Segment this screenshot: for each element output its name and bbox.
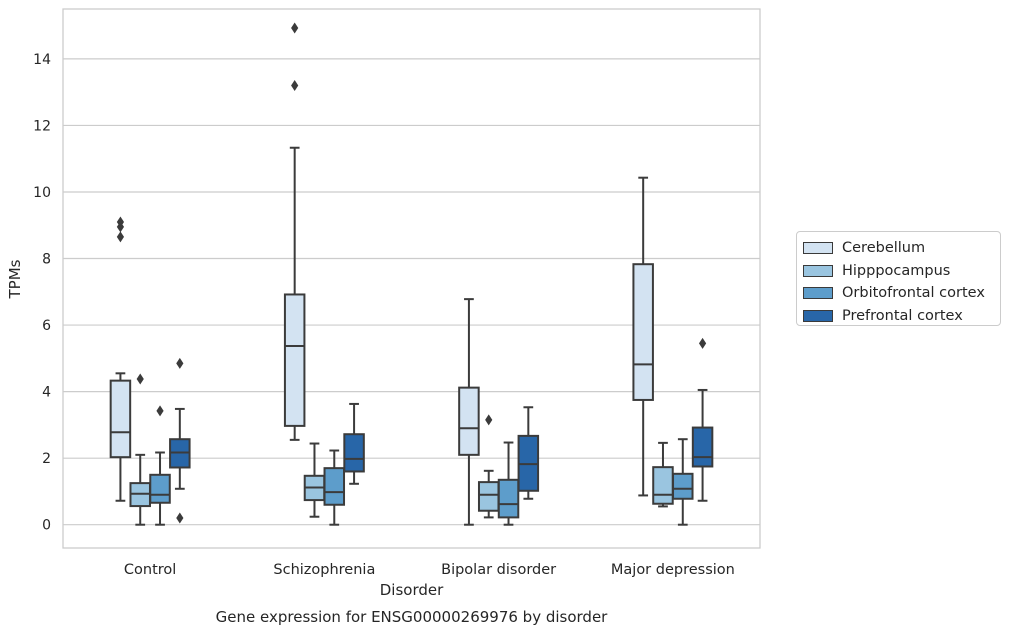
boxes — [109, 22, 714, 526]
box-0-2 — [458, 298, 480, 526]
outlier-point — [176, 512, 184, 524]
legend-swatch — [803, 287, 833, 300]
box-rect — [149, 473, 171, 504]
box-2-3 — [672, 438, 694, 526]
outlier-point — [136, 373, 144, 385]
box-3-0 — [169, 357, 191, 524]
y-axis-label: TPMs — [6, 259, 24, 299]
box-rect — [343, 433, 365, 473]
box-1-0 — [129, 373, 151, 526]
box-2-1 — [323, 449, 346, 526]
y-tick-label-0: 0 — [42, 518, 51, 534]
y-tick-label-5: 10 — [33, 185, 51, 201]
box-rect — [652, 466, 674, 505]
box-3-3 — [691, 337, 714, 502]
y-tick-label-7: 14 — [33, 52, 51, 68]
legend-label: Orbitofrontal cortex — [842, 285, 985, 302]
box-1-2 — [477, 414, 500, 519]
x-tick-label-2: Bipolar disorder — [441, 562, 556, 578]
box-0-0 — [109, 216, 132, 502]
outlier-point — [291, 80, 299, 92]
box-1-1 — [303, 442, 326, 518]
box-3-1 — [343, 402, 365, 485]
box-2-2 — [497, 441, 520, 526]
box-1-3 — [652, 441, 674, 508]
outlier-point — [116, 216, 125, 228]
box-rect — [323, 467, 346, 506]
y-tick-label-3: 6 — [42, 318, 51, 334]
box-0-1 — [283, 22, 306, 441]
legend-swatch — [803, 264, 833, 277]
legend: Cerebellum Hipppocampus Orbitofrontal cort… — [796, 231, 1001, 326]
y-tick-labels: 0 2 4 6 8 10 12 14 — [33, 52, 51, 534]
legend-swatch — [803, 242, 833, 255]
y-tick-label-4: 8 — [42, 252, 51, 268]
plot-frame — [62, 8, 761, 549]
legend-label: Hipppocampus — [842, 262, 951, 279]
outlier-point — [485, 414, 493, 426]
outlier-point — [176, 357, 184, 369]
outlier-point — [291, 22, 299, 34]
box-rect — [632, 263, 654, 401]
x-tick-label-3: Major depression — [611, 562, 735, 578]
legend-label: Prefrontal cortex — [842, 308, 963, 325]
gridlines — [63, 58, 760, 526]
legend-item-0: Cerebellum — [803, 237, 1000, 260]
box-rect — [458, 386, 480, 456]
outlier-point — [116, 231, 125, 243]
legend-swatch — [803, 310, 833, 323]
x-tick-labels: Control Schizophrenia Bipolar disorder Majo… — [124, 562, 735, 578]
x-tick-label-1: Schizophrenia — [273, 562, 375, 578]
box-rect — [672, 472, 694, 500]
y-tick-label-2: 4 — [42, 385, 51, 401]
box-2-0 — [149, 405, 171, 526]
box-rect — [283, 293, 306, 427]
legend-label: Cerebellum — [842, 240, 926, 257]
x-axis-label: Disorder — [380, 581, 444, 599]
box-rect — [477, 481, 500, 512]
box-rect — [497, 478, 520, 519]
y-tick-label-1: 2 — [42, 451, 51, 467]
box-0-3 — [632, 176, 654, 497]
box-rect — [109, 379, 132, 459]
y-tick-label-6: 12 — [33, 118, 51, 134]
legend-item-1: Hipppocampus — [803, 260, 1000, 283]
outlier-point — [156, 405, 164, 417]
legend-item-3: Prefrontal cortex — [803, 305, 1000, 328]
x-tick-label-0: Control — [124, 562, 176, 578]
box-3-2 — [517, 406, 540, 500]
chart-title: Gene expression for ENSG00000269976 by d… — [216, 608, 609, 626]
legend-item-2: Orbitofrontal cortex — [803, 282, 1000, 305]
outlier-point — [698, 337, 707, 349]
box-rect — [691, 426, 714, 468]
